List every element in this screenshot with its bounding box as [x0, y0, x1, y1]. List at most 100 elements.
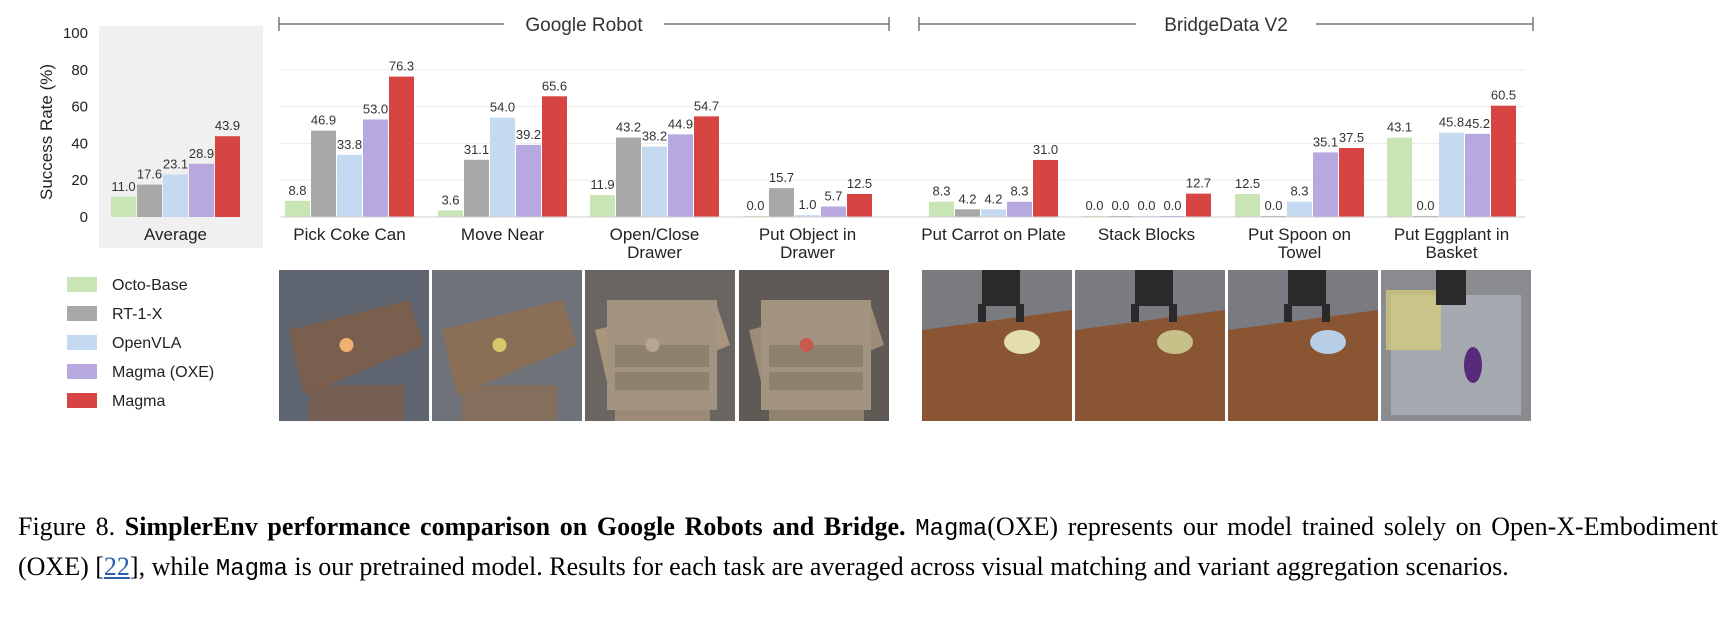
- scene-object: [645, 338, 660, 352]
- bar-value-label: 43.2: [616, 120, 641, 135]
- caption-text-3: is our pretrained model. Results for eac…: [294, 552, 1509, 581]
- caption-text-1: (OXE) represents our model trained solel…: [18, 512, 1718, 581]
- bar: [137, 184, 162, 217]
- bar: [1465, 133, 1490, 217]
- bar-value-label: 38.2: [642, 129, 667, 144]
- legend-label: RT-1-X: [112, 306, 163, 323]
- scene-gripper-finger: [1131, 304, 1139, 322]
- bar-value-label: 0.0: [1163, 198, 1181, 213]
- bar: [285, 200, 310, 217]
- bar: [163, 174, 188, 217]
- category-label: Put Object in: [759, 225, 856, 244]
- scene-object: [492, 338, 507, 352]
- scene-object: [1464, 347, 1482, 383]
- scene-basket: [1386, 290, 1441, 350]
- bar-value-label: 31.1: [464, 142, 489, 157]
- bar-value-label: 11.0: [111, 179, 135, 194]
- figure-caption: Figure 8. SimplerEnv performance compari…: [18, 508, 1718, 588]
- scene-table: [442, 300, 577, 395]
- category-label: Pick Coke Can: [293, 225, 405, 244]
- category-label: Basket: [1426, 243, 1478, 262]
- bar-value-label: 53.0: [363, 101, 388, 116]
- bar-value-label: 12.5: [847, 176, 872, 191]
- category-label: Put Spoon on: [1248, 225, 1351, 244]
- scene-object: [1004, 330, 1040, 354]
- bar: [1439, 132, 1464, 217]
- y-tick-label-0: 0: [80, 209, 88, 226]
- bar-value-label: 44.9: [668, 116, 693, 131]
- scene-gripper: [1436, 270, 1466, 305]
- bar-value-label: 76.3: [389, 59, 414, 74]
- bar: [542, 96, 567, 217]
- scene-thumbnail-move-near: [432, 270, 582, 421]
- bar-value-label: 15.7: [769, 170, 794, 185]
- bar: [389, 76, 414, 217]
- bar-value-label: 8.3: [932, 184, 950, 199]
- bar-value-label: 0.0: [1137, 198, 1155, 213]
- y-tick-label-60: 60: [71, 99, 88, 116]
- bar-value-label: 35.1: [1313, 134, 1338, 149]
- y-axis-label: Success Rate (%): [37, 64, 56, 200]
- scene-table-front: [462, 385, 557, 421]
- bar: [311, 130, 336, 217]
- bar-value-label: 4.2: [984, 191, 1002, 206]
- scene-gripper-finger: [1284, 304, 1292, 322]
- bar: [642, 146, 667, 217]
- y-tick-label-40: 40: [71, 135, 88, 152]
- bar-value-label: 60.5: [1491, 88, 1516, 103]
- bar: [795, 215, 820, 217]
- bar-value-label: 8.8: [288, 183, 306, 198]
- bar-value-label: 33.8: [337, 137, 362, 152]
- scene-table-front: [309, 385, 404, 421]
- bar: [694, 116, 719, 217]
- group-label: Google Robot: [525, 15, 643, 36]
- bar-value-label: 8.3: [1010, 184, 1028, 199]
- bar: [1235, 194, 1260, 217]
- legend-label: Magma (OXE): [112, 364, 214, 381]
- category-label: Open/Close: [610, 225, 700, 244]
- scene-gripper-finger: [1322, 304, 1330, 322]
- scene-thumbnail-put-object-in-drawer: [739, 270, 889, 421]
- bar-value-label: 28.9: [189, 146, 214, 161]
- caption-model-name-2: Magma: [215, 556, 288, 583]
- group-label: BridgeData V2: [1164, 15, 1288, 36]
- bar: [1387, 137, 1412, 217]
- bar-value-label: 12.5: [1235, 176, 1260, 191]
- caption-reference-link[interactable]: 22: [103, 552, 130, 581]
- bar: [111, 196, 136, 217]
- bar: [1033, 159, 1058, 217]
- bar-value-label: 11.9: [590, 177, 614, 192]
- scene-gripper-finger: [978, 304, 986, 322]
- bar: [929, 201, 954, 217]
- bar: [1313, 152, 1338, 217]
- bar-value-label: 43.1: [1387, 120, 1412, 135]
- scene-thumbnail-put-eggplant-in-basket: [1381, 270, 1531, 421]
- bar-value-label: 5.7: [824, 189, 842, 204]
- bar-value-label: 8.3: [1290, 184, 1308, 199]
- bar: [955, 209, 980, 217]
- bar-value-label: 39.2: [516, 127, 541, 142]
- bar: [363, 119, 388, 217]
- scene-drawer: [769, 372, 863, 390]
- bar: [821, 206, 846, 217]
- bar-value-label: 31.0: [1033, 142, 1058, 157]
- bar-value-label: 4.2: [958, 191, 976, 206]
- bar-value-label: 17.6: [137, 167, 162, 182]
- scene-thumbnail-put-carrot-on-plate: [922, 270, 1072, 421]
- bar: [1186, 193, 1211, 217]
- scene-table: [289, 300, 424, 395]
- bar: [668, 134, 693, 217]
- bar: [1287, 201, 1312, 217]
- category-label: Drawer: [627, 243, 682, 262]
- scene-drawer: [615, 372, 709, 390]
- scene-object: [799, 338, 814, 352]
- legend-swatch: [67, 393, 97, 408]
- success-rate-chart: 0 20 40 60 80 100 Success Rate (%) Google Robot…: [37, 15, 1534, 421]
- category-label: Put Eggplant in: [1394, 225, 1509, 244]
- bar: [490, 117, 515, 217]
- bar: [337, 154, 362, 217]
- bar-value-label: 12.7: [1186, 176, 1211, 191]
- y-tick-label-100: 100: [63, 25, 88, 42]
- caption-figure-label: Figure 8.: [18, 512, 116, 541]
- bar-value-label: 54.7: [694, 98, 719, 113]
